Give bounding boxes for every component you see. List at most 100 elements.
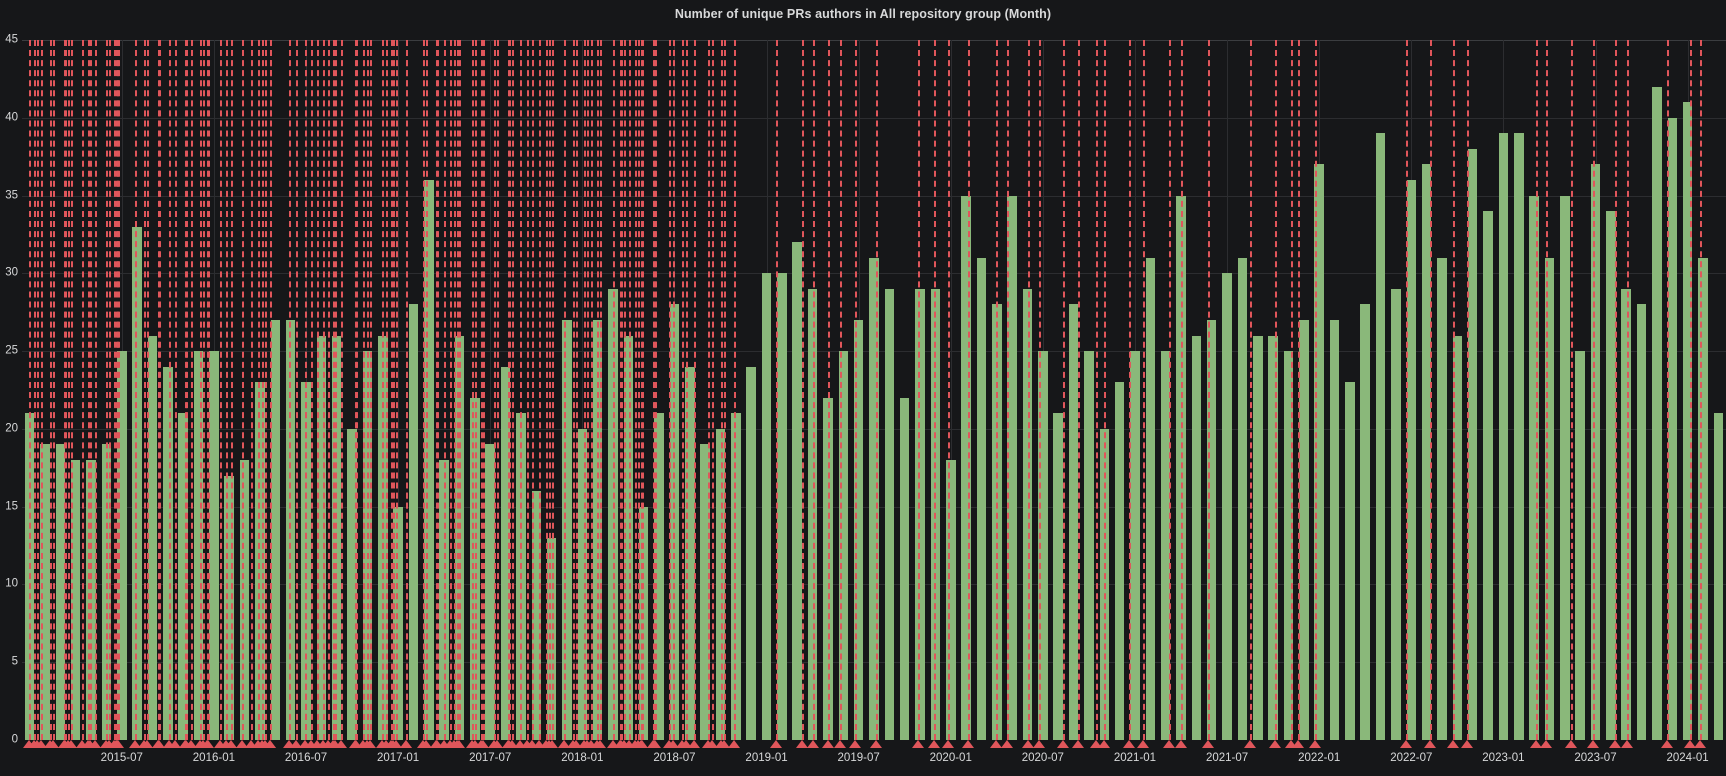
- bar[interactable]: [1467, 148, 1478, 740]
- bar[interactable]: [1068, 304, 1079, 740]
- bar[interactable]: [746, 366, 756, 740]
- bar[interactable]: [55, 444, 66, 740]
- bar[interactable]: [777, 273, 787, 740]
- bar[interactable]: [239, 460, 250, 740]
- bar[interactable]: [1375, 133, 1386, 740]
- annotation-line: [70, 40, 73, 740]
- bar[interactable]: [700, 444, 710, 740]
- bar[interactable]: [1437, 257, 1447, 740]
- bar[interactable]: [347, 428, 357, 740]
- bar[interactable]: [132, 226, 142, 740]
- bar[interactable]: [899, 397, 910, 740]
- bar[interactable]: [945, 460, 956, 740]
- bar[interactable]: [823, 397, 833, 740]
- bar[interactable]: [562, 320, 572, 740]
- bar[interactable]: [270, 320, 281, 740]
- bar[interactable]: [1498, 133, 1509, 740]
- bar[interactable]: [792, 242, 802, 740]
- bar[interactable]: [1222, 273, 1232, 740]
- bar[interactable]: [1575, 351, 1585, 740]
- bar[interactable]: [1360, 304, 1370, 740]
- bar[interactable]: [1713, 413, 1724, 740]
- bar[interactable]: [1084, 351, 1094, 740]
- bar[interactable]: [976, 257, 987, 740]
- bar[interactable]: [1237, 257, 1248, 740]
- bar[interactable]: [1513, 133, 1524, 740]
- bar[interactable]: [1191, 335, 1202, 740]
- bar[interactable]: [1667, 117, 1678, 740]
- bar[interactable]: [1099, 428, 1110, 740]
- bar[interactable]: [117, 351, 127, 740]
- bar[interactable]: [1698, 257, 1708, 740]
- bar[interactable]: [485, 444, 495, 740]
- bar[interactable]: [1314, 164, 1324, 740]
- bar[interactable]: [623, 335, 634, 740]
- annotation-line: [459, 40, 462, 740]
- bar[interactable]: [546, 537, 557, 740]
- bar[interactable]: [1483, 211, 1493, 740]
- bar[interactable]: [224, 475, 234, 740]
- bar[interactable]: [1606, 211, 1616, 740]
- bar[interactable]: [1682, 102, 1693, 740]
- bar[interactable]: [1560, 195, 1570, 740]
- bar[interactable]: [500, 366, 511, 740]
- bar[interactable]: [1391, 288, 1401, 740]
- bar[interactable]: [531, 491, 542, 740]
- annotation-line: [356, 40, 359, 740]
- bar[interactable]: [761, 273, 772, 740]
- bar[interactable]: [1206, 320, 1217, 740]
- bar[interactable]: [408, 304, 419, 740]
- bar[interactable]: [1299, 320, 1309, 740]
- bar[interactable]: [1636, 304, 1647, 740]
- bar[interactable]: [316, 335, 327, 740]
- bar[interactable]: [1038, 351, 1048, 740]
- bar[interactable]: [1022, 288, 1033, 740]
- bar[interactable]: [577, 428, 588, 740]
- bar[interactable]: [685, 366, 695, 740]
- bar[interactable]: [1529, 195, 1539, 740]
- bar[interactable]: [163, 366, 173, 740]
- bar[interactable]: [178, 413, 188, 740]
- bar[interactable]: [1160, 351, 1171, 740]
- bar[interactable]: [1053, 413, 1063, 740]
- annotation-line: [933, 40, 936, 740]
- bar[interactable]: [884, 288, 895, 740]
- bar[interactable]: [1329, 320, 1340, 740]
- bar[interactable]: [1145, 257, 1156, 740]
- bar[interactable]: [1621, 288, 1631, 740]
- bar[interactable]: [147, 335, 158, 740]
- bar[interactable]: [1130, 351, 1140, 740]
- bar[interactable]: [807, 288, 818, 740]
- bar[interactable]: [193, 351, 204, 740]
- bar[interactable]: [1007, 195, 1017, 740]
- bar[interactable]: [209, 351, 219, 740]
- bar[interactable]: [1452, 335, 1463, 740]
- bar[interactable]: [1114, 382, 1125, 740]
- bar[interactable]: [1253, 335, 1263, 740]
- bar[interactable]: [424, 180, 434, 740]
- plot-area[interactable]: [22, 40, 1726, 740]
- bar[interactable]: [869, 257, 879, 740]
- gridline-vertical: [398, 40, 400, 740]
- bar[interactable]: [853, 320, 864, 740]
- bar[interactable]: [715, 428, 726, 740]
- annotation-line: [711, 40, 714, 740]
- bar[interactable]: [838, 351, 849, 740]
- bar[interactable]: [1406, 180, 1417, 740]
- bar[interactable]: [1268, 335, 1278, 740]
- bar[interactable]: [40, 444, 50, 740]
- bar[interactable]: [961, 195, 971, 740]
- bar[interactable]: [1345, 382, 1355, 740]
- annotation-line: [494, 40, 497, 740]
- bar[interactable]: [70, 460, 81, 740]
- bar[interactable]: [1421, 164, 1432, 740]
- annotation-line: [551, 40, 554, 740]
- bar[interactable]: [1283, 351, 1294, 740]
- bar[interactable]: [654, 413, 664, 740]
- bar[interactable]: [1590, 164, 1601, 740]
- annotation-line: [443, 40, 446, 740]
- bar[interactable]: [470, 397, 480, 740]
- bar[interactable]: [1544, 257, 1555, 740]
- annotation-line: [531, 40, 534, 740]
- bar[interactable]: [1652, 86, 1662, 740]
